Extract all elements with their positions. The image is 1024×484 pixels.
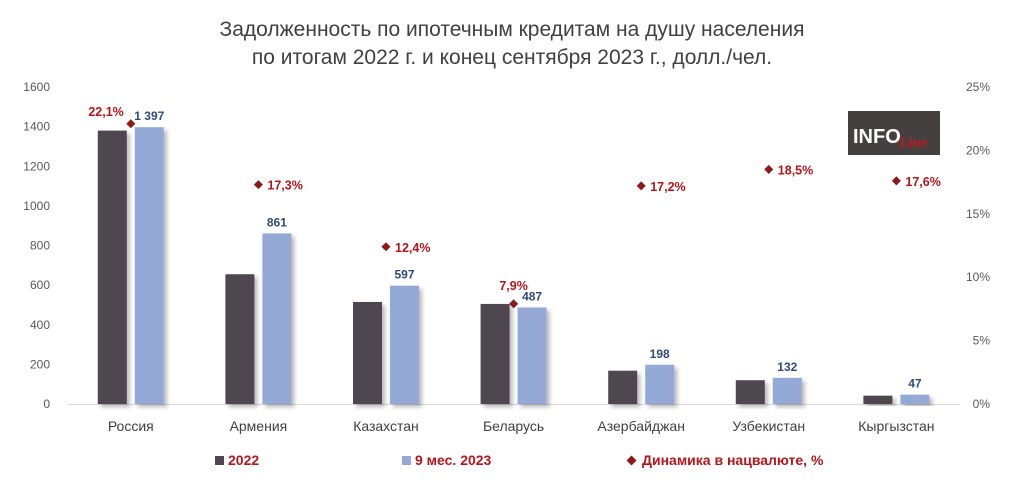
data-label-2023: 47 (908, 377, 922, 391)
dynamics-label: 17,3% (267, 179, 302, 193)
data-label-2023: 861 (267, 215, 287, 229)
bar-2023 (262, 233, 292, 404)
x-tick-label: Беларусь (483, 418, 544, 434)
y-right-tick-label: 20% (966, 143, 990, 157)
bar-2023 (900, 394, 930, 404)
bar-2023 (517, 307, 547, 404)
x-tick-label: Казахстан (353, 418, 419, 434)
x-axis-labels: Россия Армения Казахстан Беларусь Азербайджа… (108, 418, 935, 434)
dynamics-marker (253, 180, 263, 190)
bar-2023 (645, 364, 675, 404)
y-axis-right: 0% 5% 10% 15% 20% 25% (966, 80, 990, 411)
bar-2022 (225, 274, 255, 404)
data-label-2023: 198 (650, 347, 670, 361)
bar-2022 (735, 380, 765, 404)
x-tick-label: Узбекистан (732, 418, 805, 434)
y-left-tick-label: 0 (43, 397, 50, 411)
bar-2022 (353, 301, 382, 404)
bar-2023 (772, 377, 802, 404)
legend-item-2022: 2022 (215, 452, 259, 468)
y-axis-left: 0 200 400 600 800 1000 1200 1400 1600 (23, 80, 50, 411)
legend-label-2022: 2022 (228, 452, 260, 468)
logo-background (848, 111, 940, 155)
y-right-tick-label: 25% (966, 80, 990, 94)
x-tick-label: Россия (108, 418, 154, 434)
y-left-tick-label: 1200 (23, 159, 50, 173)
y-left-tick-label: 800 (30, 239, 50, 253)
data-label-2023: 1 397 (134, 109, 164, 123)
dynamics-markers: 22,1% 17,3% 12,4% 7,9% 17,2% 18,5% 17,6% (88, 105, 941, 309)
bar-2022 (97, 130, 127, 404)
chart-title-line-1: Задолженность по ипотечным кредитам на д… (219, 18, 805, 41)
data-label-2023: 487 (522, 290, 542, 304)
legend-item-dynamics: Динамика в нацвалюте, % (626, 452, 824, 468)
dynamics-marker (891, 176, 901, 186)
x-tick-label: Армения (230, 418, 288, 434)
data-label-2023: 597 (394, 268, 414, 282)
legend-swatch-2022 (215, 455, 224, 465)
y-right-tick-label: 10% (966, 270, 990, 284)
bar-2022 (480, 303, 510, 404)
infoline-logo: INFO Line (848, 111, 940, 155)
x-tick-label: Азербайджан (597, 418, 685, 434)
y-right-tick-label: 5% (973, 334, 991, 348)
y-left-tick-label: 600 (30, 278, 50, 292)
y-left-tick-label: 1400 (23, 120, 50, 134)
dynamics-marker (381, 242, 391, 252)
legend-label-dynamics: Динамика в нацвалюте, % (642, 452, 824, 468)
dynamics-label: 22,1% (88, 105, 123, 119)
dynamics-marker (636, 181, 646, 191)
legend-swatch-2023 (402, 455, 411, 465)
bar-2023 (134, 127, 164, 405)
legend-label-2023: 9 мес. 2023 (415, 452, 492, 468)
legend-diamond-dynamics (626, 455, 637, 465)
y-right-tick-label: 0% (973, 397, 991, 411)
dynamics-label: 17,6% (905, 175, 940, 189)
chart-title: Задолженность по ипотечным кредитам на д… (0, 16, 1024, 72)
bars: 1 397 861 597 487 198 132 47 (97, 109, 930, 405)
dynamics-label: 18,5% (778, 163, 813, 177)
y-right-tick-label: 15% (966, 207, 990, 221)
dynamics-marker (509, 299, 519, 309)
dynamics-marker (126, 119, 136, 129)
y-left-tick-label: 400 (30, 318, 50, 332)
data-label-2023: 132 (777, 360, 797, 374)
y-left-tick-label: 1600 (23, 80, 50, 94)
y-left-tick-label: 200 (30, 357, 50, 371)
y-left-tick-label: 1000 (23, 199, 50, 213)
chart-title-line-2: по итогам 2022 г. и конец сентября 2023 … (251, 46, 773, 69)
bar-2022 (608, 370, 638, 404)
bar-2023 (390, 285, 419, 404)
x-tick-label: Кыргызстан (858, 418, 934, 434)
bar-2022 (863, 395, 893, 404)
logo-text-info: INFO (853, 126, 901, 148)
logo-text-line: Line (898, 135, 928, 151)
dynamics-label: 7,9% (499, 279, 528, 293)
legend-item-2023: 9 мес. 2023 (402, 452, 491, 468)
dynamics-label: 12,4% (395, 241, 430, 255)
legend: 2022 9 мес. 2023 Динамика в нацвалюте, % (0, 452, 1024, 476)
dynamics-marker (764, 164, 774, 174)
dynamics-label: 17,2% (650, 180, 685, 194)
